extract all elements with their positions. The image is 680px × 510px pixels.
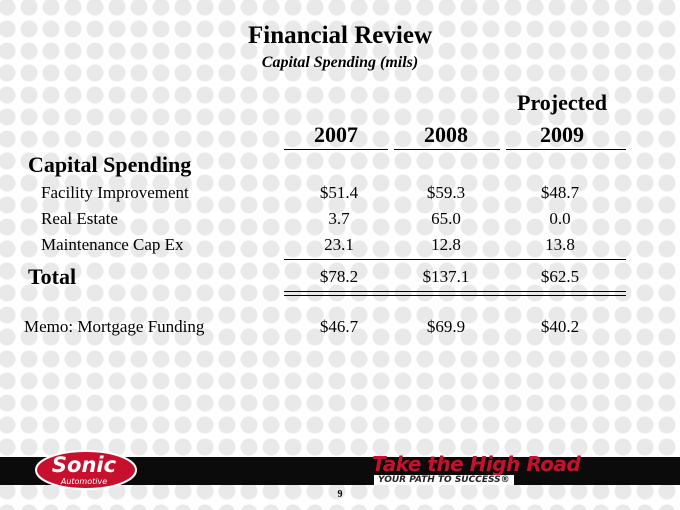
cell-maintenance-2008: 12.8 [431, 235, 461, 254]
logo-subtext: Automotive [60, 477, 107, 486]
cell-facility-2008: $59.3 [426, 183, 466, 202]
cell-memo-2009: $40.2 [540, 317, 580, 336]
total-double-rule-bottom [284, 295, 626, 296]
header-underline-2009 [506, 149, 626, 150]
row-label-real-estate: Real Estate [41, 209, 118, 228]
page-number: 9 [337, 489, 343, 500]
cell-memo-2007: $46.7 [319, 317, 359, 336]
subtotal-rule [284, 259, 626, 260]
registered-mark: ® [500, 475, 510, 485]
year-header-2008: 2008 [424, 122, 468, 147]
cell-facility-2009: $48.7 [540, 183, 580, 202]
header-underline-2008 [394, 149, 500, 150]
section-heading: Capital Spending [28, 152, 192, 177]
year-header-2007: 2007 [314, 122, 358, 147]
memo-label: Memo: Mortgage Funding [24, 317, 205, 336]
cell-memo-2008: $69.9 [426, 317, 466, 336]
sonic-automotive-logo: Sonic Automotive [35, 450, 137, 490]
logo-wordmark: Sonic [52, 453, 117, 477]
cell-total-2009: $62.5 [540, 267, 580, 286]
cell-facility-2007: $51.4 [319, 183, 359, 202]
page-subtitle: Capital Spending (mils) [261, 54, 419, 71]
total-double-rule-top [284, 291, 626, 292]
cell-total-2008: $137.1 [422, 267, 470, 286]
tagline-text: Take the High Road [372, 452, 581, 476]
tagline-subtext-text: YOUR PATH TO SUCCESS [378, 475, 501, 485]
total-label: Total [28, 264, 77, 289]
cell-total-2007: $78.2 [319, 267, 359, 286]
projected-label: Projected [517, 90, 607, 115]
row-label-maintenance-cap-ex: Maintenance Cap Ex [41, 235, 184, 254]
cell-real-estate-2007: 3.7 [328, 209, 350, 228]
tagline-banner: Take the High Road YOUR PATH TO SUCCESS® [364, 452, 614, 488]
cell-maintenance-2007: 23.1 [324, 235, 354, 254]
header-underline-2007 [284, 149, 388, 150]
cell-maintenance-2009: 13.8 [545, 235, 575, 254]
page-title: Financial Review [247, 22, 432, 49]
cell-real-estate-2008: 65.0 [431, 209, 461, 228]
year-header-2009: 2009 [540, 122, 584, 147]
row-label-facility-improvement: Facility Improvement [41, 183, 189, 202]
tagline-subtext: YOUR PATH TO SUCCESS® [374, 475, 514, 485]
cell-real-estate-2009: 0.0 [549, 209, 571, 228]
